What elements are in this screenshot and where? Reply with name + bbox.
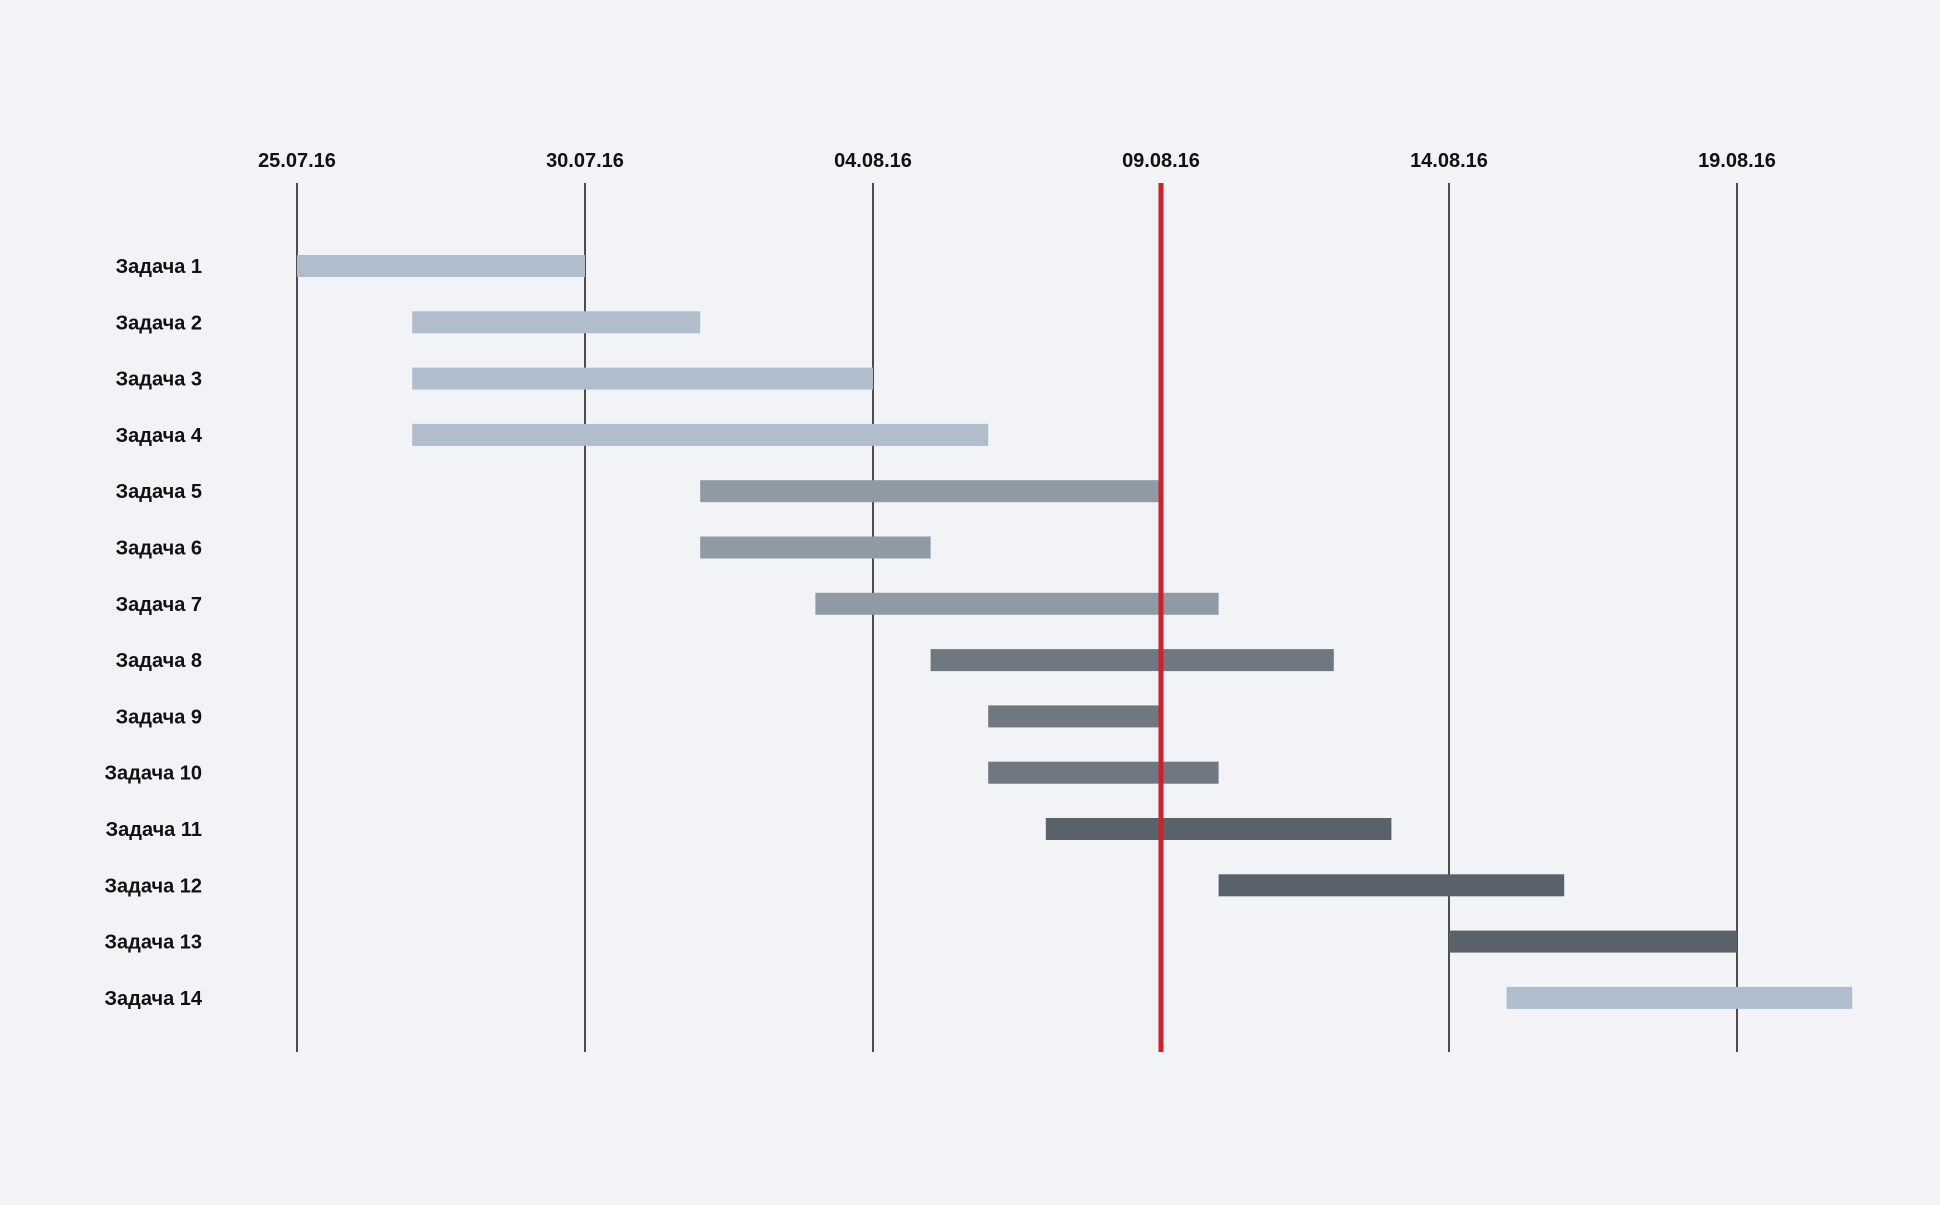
x-tick-label: 19.08.16	[1698, 150, 1776, 172]
task-bar	[1218, 874, 1565, 897]
task-bar	[988, 761, 1219, 784]
task-bar	[412, 311, 701, 334]
task-label: Задача 4	[116, 425, 203, 447]
task-bar	[700, 480, 1161, 503]
task-bar	[1506, 986, 1853, 1009]
task-label: Задача 6	[116, 538, 202, 560]
task-bar	[297, 255, 585, 277]
x-tick-label: 25.07.16	[258, 150, 336, 172]
task-bars	[297, 255, 1853, 1009]
task-label: Задача 11	[106, 819, 202, 841]
x-tick-label: 09.08.16	[1122, 150, 1200, 172]
task-bar	[988, 705, 1161, 728]
x-tick-label: 14.08.16	[1410, 150, 1488, 172]
x-axis-tick-labels: 25.07.16 30.07.16 04.08.16 09.08.16 14.08.16…	[258, 150, 1776, 172]
task-label: Задача 8	[116, 650, 202, 672]
x-tick-label: 30.07.16	[546, 150, 624, 172]
task-label: Задача 5	[116, 481, 202, 503]
task-label: Задача 13	[104, 932, 202, 954]
task-label: Задача 9	[116, 706, 202, 728]
task-bar	[700, 536, 931, 559]
task-label: Задача 14	[104, 988, 202, 1010]
task-labels: Задача 1 Задача 2 Задача 3 Задача 4 Задача 5…	[104, 256, 202, 1010]
x-tick-label: 04.08.16	[834, 150, 912, 172]
task-bar	[412, 367, 873, 390]
task-label: Задача 7	[116, 594, 202, 616]
task-bar	[1045, 818, 1392, 840]
task-label: Задача 1	[116, 256, 202, 278]
task-label: Задача 10	[104, 763, 202, 785]
task-bar	[1449, 930, 1737, 953]
task-label: Задача 2	[116, 312, 202, 334]
task-bar	[930, 649, 1334, 672]
task-bar	[815, 592, 1219, 615]
task-label: Задача 12	[104, 875, 202, 897]
task-bar	[412, 423, 989, 446]
task-label: Задача 3	[116, 369, 202, 391]
